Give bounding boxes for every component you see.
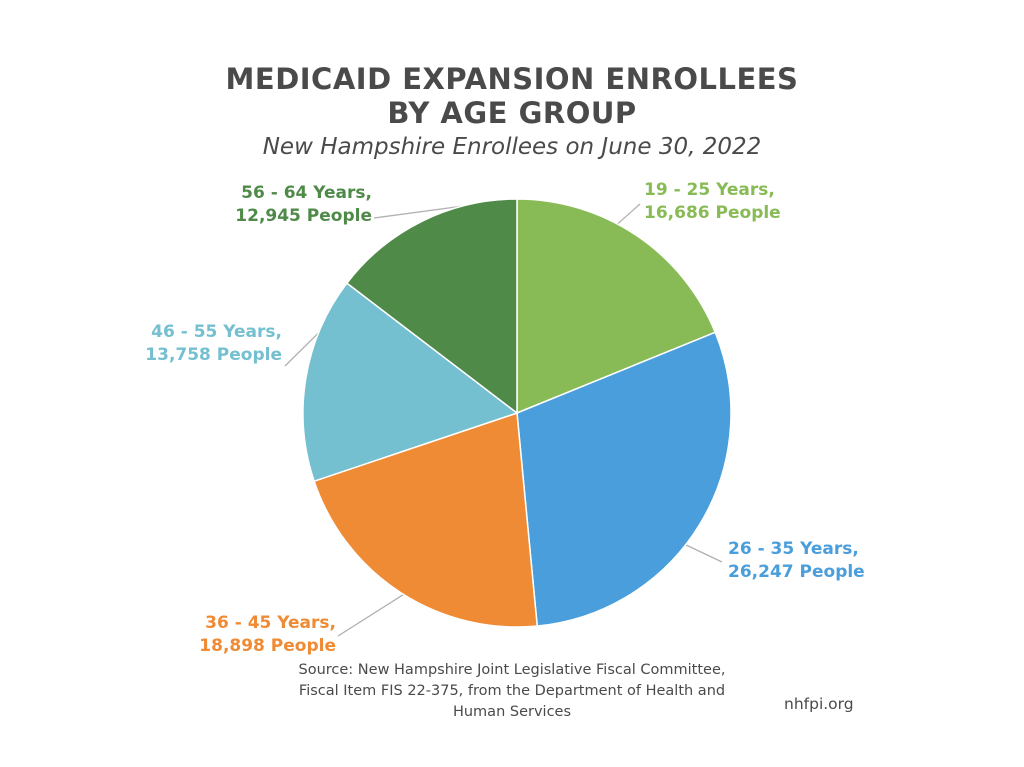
leader-line-1 (685, 544, 723, 563)
leader-line-3 (284, 332, 320, 367)
slice-label-age: 26 - 35 Years, (728, 539, 859, 559)
pie-slices (302, 198, 732, 628)
slice-label-value: 26,247 People (728, 562, 865, 582)
leader-line-4 (373, 205, 462, 219)
source-note: Source: New Hampshire Joint Legislative … (262, 660, 762, 723)
slice-label-age: 56 - 64 Years, (241, 183, 372, 203)
pie-slice-1 (516, 331, 732, 627)
chart-title-line-2: BY AGE GROUP (387, 96, 637, 130)
chart-subtitle: New Hampshire Enrollees on June 30, 2022 (262, 134, 762, 160)
leader-lines (284, 203, 723, 637)
pie-slice-2 (313, 411, 539, 628)
slice-label-36-45: 36 - 45 Years, 18,898 People (199, 612, 336, 658)
slice-label-value: 16,686 People (644, 203, 781, 223)
slice-label-26-35: 26 - 35 Years, 26,247 People (728, 538, 865, 584)
slice-label-19-25: 19 - 25 Years, 16,686 People (644, 179, 781, 225)
slice-label-value: 12,945 People (235, 206, 372, 226)
source-line: Fiscal Item FIS 22-375, from the Departm… (298, 683, 726, 699)
site-url: nhfpi.org (784, 695, 854, 713)
pie-slice-3 (302, 282, 519, 483)
slice-label-46-55: 46 - 55 Years, 13,758 People (145, 321, 282, 367)
pie-slice-4 (345, 198, 518, 415)
source-line: Human Services (452, 704, 572, 720)
slice-label-value: 13,758 People (145, 345, 282, 365)
source-line: Source: New Hampshire Joint Legislative … (298, 662, 726, 678)
slice-label-age: 46 - 55 Years, (151, 322, 282, 342)
leader-line-2 (337, 593, 404, 637)
slice-label-age: 36 - 45 Years, (205, 613, 336, 633)
slice-label-56-64: 56 - 64 Years, 12,945 People (235, 182, 372, 228)
leader-line-0 (617, 203, 641, 225)
chart-title-line-1: MEDICAID EXPANSION ENROLLEES (225, 62, 799, 96)
pie-slice-0 (516, 198, 717, 415)
slice-label-value: 18,898 People (199, 636, 336, 656)
slice-label-age: 19 - 25 Years, (644, 180, 775, 200)
